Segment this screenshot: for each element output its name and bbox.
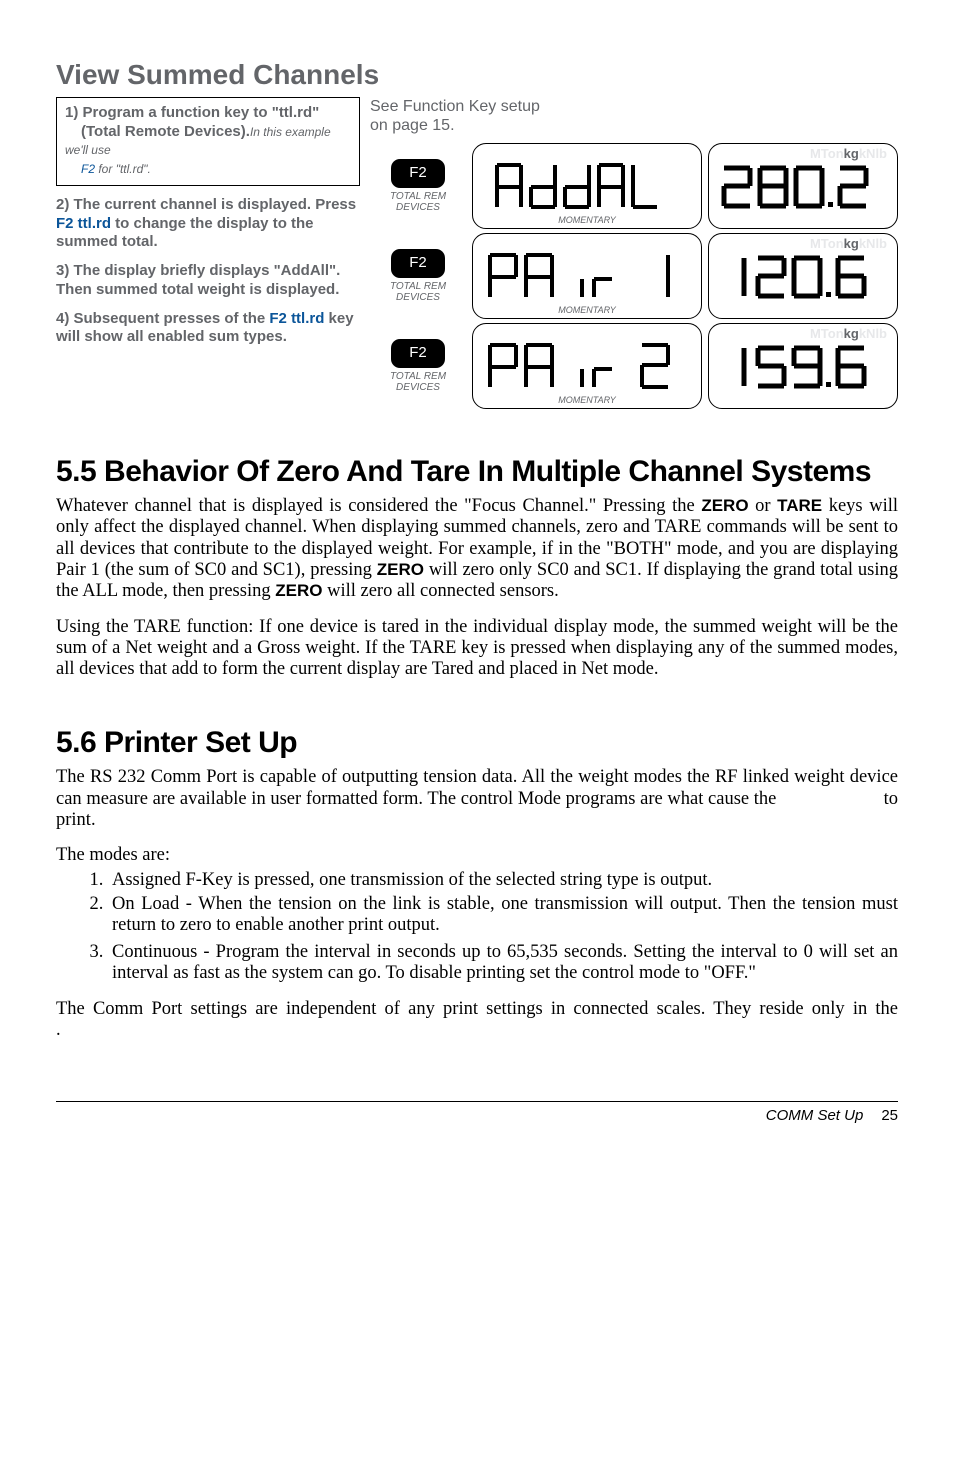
seg-addal-svg <box>487 155 687 217</box>
sec56-li2: On Load - When the tension on the link i… <box>108 894 898 937</box>
heading-5-6: 5.6 Printer Set Up <box>56 726 898 759</box>
f2-block-2: F2 TOTAL REMDEVICES <box>370 233 466 319</box>
f2-block-1: F2 TOTAL REMDEVICES <box>370 143 466 229</box>
sec56-p1: The RS 232 Comm Port is capable of outpu… <box>56 767 898 831</box>
step-1-box: 1) Program a function key to "ttl.rd" (T… <box>56 97 360 186</box>
ref-text: See Function Key setup on page 15. <box>370 97 898 135</box>
step-1-italic-b: F2 <box>81 162 95 176</box>
momentary-1: MOMENTARY <box>558 216 616 226</box>
step-1-line2: (Total Remote Devices). <box>81 123 250 140</box>
step-4-text: 4) Subsequent presses of the F2 ttl.rd k… <box>56 310 360 348</box>
unit-label-1: MTonkgkNlb <box>810 147 887 161</box>
seg-1596-svg <box>718 336 888 396</box>
footer-label: COMM Set Up <box>766 1108 864 1125</box>
footer: COMM Set Up 25 <box>56 1101 898 1125</box>
lcd-right-1: MTonkgkNlb <box>708 143 898 229</box>
section-title: View Summed Channels <box>56 60 898 91</box>
step-1-italic-c: for "ttl.rd". <box>95 162 151 176</box>
seg-1206-svg <box>718 246 888 306</box>
seg-pair2-svg <box>482 335 692 397</box>
step-3: 3) The display briefly displays "AddAll"… <box>56 262 340 298</box>
lcd-right-2: MTonkgkNlb <box>708 233 898 319</box>
step-1-text: 1) Program a function key to "ttl.rd" (T… <box>65 104 351 179</box>
display-area: See Function Key setup on page 15. F2 TO… <box>370 97 898 409</box>
sec56-list: Assigned F-Key is pressed, one transmiss… <box>56 870 898 984</box>
heading-5-5: 5.5 Behavior Of Zero And Tare In Multipl… <box>56 455 898 488</box>
f2-button-1[interactable]: F2 <box>391 159 445 188</box>
sec56-li1: Assigned F-Key is pressed, one transmiss… <box>108 870 898 891</box>
top-diagram-row: 1) Program a function key to "ttl.rd" (T… <box>56 97 898 409</box>
f2-label-2: TOTAL REMDEVICES <box>390 281 446 303</box>
sec55-p2: Using the TARE function: If one device i… <box>56 617 898 681</box>
f2-label-3: TOTAL REMDEVICES <box>390 371 446 393</box>
step-3-text: 3) The display briefly displays "AddAll"… <box>56 262 360 300</box>
step-2a: 2) The current channel is displayed. Pre… <box>56 196 356 213</box>
sec56-li3: Continuous - Program the interval in sec… <box>108 942 898 985</box>
lcd-mid-3: MOMENTARY <box>472 323 702 409</box>
display-rows: F2 TOTAL REMDEVICES <box>370 143 898 409</box>
lcd-right-3: MTonkgkNlb <box>708 323 898 409</box>
display-row-3: F2 TOTAL REMDEVICES <box>370 323 898 409</box>
step-4a: 4) Subsequent presses of the <box>56 310 269 327</box>
display-row-2: F2 TOTAL REMDEVICES <box>370 233 898 319</box>
step-2b: F2 ttl.rd <box>56 215 111 232</box>
f2-block-3: F2 TOTAL REMDEVICES <box>370 323 466 409</box>
lcd-mid-1: MOMENTARY <box>472 143 702 229</box>
steps-column: 1) Program a function key to "ttl.rd" (T… <box>56 97 360 409</box>
ref-line2: on page 15. <box>370 117 455 134</box>
ref-line1: See Function Key setup <box>370 98 540 115</box>
step-1-line1: 1) Program a function key to "ttl.rd" <box>65 104 319 121</box>
unit-label-3: MTonkgkNlb <box>810 327 887 341</box>
step-4b: F2 ttl.rd <box>269 310 324 327</box>
lcd-mid-2: MOMENTARY <box>472 233 702 319</box>
seg-2802-svg <box>718 156 888 216</box>
sec56-p2: The modes are: <box>56 845 898 866</box>
sec56-p3: The Comm Port settings are independent o… <box>56 999 898 1042</box>
footer-page: 25 <box>881 1108 898 1125</box>
display-row-1: F2 TOTAL REMDEVICES <box>370 143 898 229</box>
step-2-text: 2) The current channel is displayed. Pre… <box>56 196 360 252</box>
sec55-p1: Whatever channel that is displayed is co… <box>56 496 898 602</box>
momentary-2: MOMENTARY <box>558 306 616 316</box>
f2-button-2[interactable]: F2 <box>391 249 445 278</box>
unit-label-2: MTonkgkNlb <box>810 237 887 251</box>
f2-button-3[interactable]: F2 <box>391 339 445 368</box>
momentary-3: MOMENTARY <box>558 396 616 406</box>
f2-label-1: TOTAL REMDEVICES <box>390 191 446 213</box>
seg-pair1-svg <box>482 245 692 307</box>
